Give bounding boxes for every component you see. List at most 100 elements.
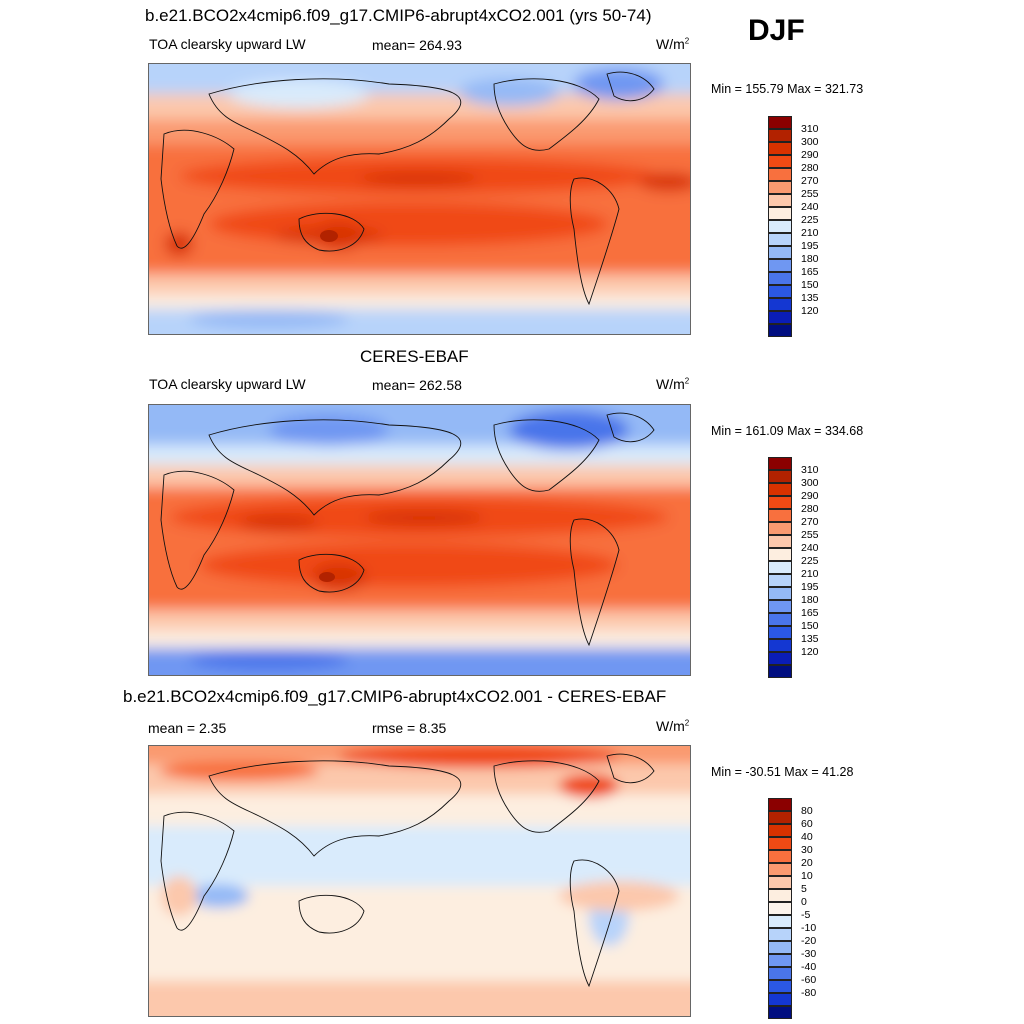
colorbar-swatch (768, 980, 792, 993)
panel-2-variable-label: TOA clearsky upward LW (149, 376, 306, 392)
colorbar-tick-label: 270 (801, 516, 819, 528)
colorbar-swatch (768, 915, 792, 928)
colorbar-swatch (768, 168, 792, 181)
colorbar-tick-label: 270 (801, 175, 819, 187)
panel-2-colorbar: 310 300 290 280 270 255 240 225 210 195 180 165 150 1… (768, 457, 819, 678)
panel-3-colorbar: 80 60 40 30 20 10 5 0 -5 -10 -20 -30 -40 -60 -80 (768, 798, 816, 1019)
colorbar-tick-label: 165 (801, 266, 819, 278)
panel-1-title: b.e21.BCO2x4cmip6.f09_g17.CMIP6-abrupt4x… (145, 6, 652, 25)
colorbar-tick-label: -80 (801, 987, 817, 999)
colorbar-swatch (768, 496, 792, 509)
colorbar-swatch (768, 639, 792, 652)
colorbar-tick-label: 120 (801, 305, 819, 317)
colorbar-tick-label: 280 (801, 162, 819, 174)
colorbar-swatch (768, 850, 792, 863)
colorbar-swatch (768, 194, 792, 207)
panel-1-mean-label: mean= 264.93 (372, 37, 462, 53)
colorbar-tick-label: -30 (801, 948, 817, 960)
colorbar-tick-label: 120 (801, 646, 819, 658)
colorbar-swatch (768, 1006, 792, 1019)
colorbar-swatch (768, 665, 792, 678)
panel-2-map (148, 404, 691, 676)
colorbar-tick-label: 195 (801, 240, 819, 252)
colorbar-swatch (768, 587, 792, 600)
colorbar-tick-label: 180 (801, 253, 819, 265)
colorbar-tick-label: -10 (801, 922, 817, 934)
colorbar-tick-label: 280 (801, 503, 819, 515)
colorbar-tick-label: 30 (801, 844, 813, 856)
colorbar-swatch (768, 889, 792, 902)
colorbar-swatch (768, 233, 792, 246)
colorbar-tick-label: 40 (801, 831, 813, 843)
colorbar-tick-label: 210 (801, 227, 819, 239)
panel-2-title: CERES-EBAF (360, 347, 469, 366)
panel-1-colorbar: 310 300 290 280 270 255 240 225 210 195 180 165 150 1… (768, 116, 819, 337)
colorbar-tick-label: 290 (801, 490, 819, 502)
colorbar-tick-label: 5 (801, 883, 807, 895)
colorbar-swatch (768, 993, 792, 1006)
colorbar-tick-label: 150 (801, 620, 819, 632)
panel-1-minmax: Min = 155.79 Max = 321.73 (711, 82, 864, 96)
colorbar-swatch (768, 509, 792, 522)
colorbar-tick-label: 240 (801, 542, 819, 554)
colorbar-swatch (768, 311, 792, 324)
colorbar-swatch (768, 561, 792, 574)
panel-3-minmax: Min = -30.51 Max = 41.28 (711, 765, 854, 779)
colorbar-swatch (768, 142, 792, 155)
colorbar-swatch (768, 863, 792, 876)
colorbar-swatch (768, 824, 792, 837)
colorbar-tick-label: -40 (801, 961, 817, 973)
colorbar-swatch (768, 548, 792, 561)
panel-2-minmax: Min = 161.09 Max = 334.68 (711, 424, 864, 438)
colorbar-swatch (768, 967, 792, 980)
colorbar-tick-label: -5 (801, 909, 811, 921)
colorbar-swatch (768, 522, 792, 535)
colorbar-swatch (768, 954, 792, 967)
colorbar-swatch (768, 298, 792, 311)
colorbar-tick-label: 135 (801, 633, 819, 645)
colorbar-swatch (768, 207, 792, 220)
colorbar-tick-label: -20 (801, 935, 817, 947)
colorbar-swatch (768, 837, 792, 850)
colorbar-tick-label: 310 (801, 123, 819, 135)
panel-1-units: W/m2 (656, 36, 690, 52)
colorbar-tick-label: 80 (801, 805, 813, 817)
panel-3-rmse-label: rmse = 8.35 (372, 720, 447, 736)
colorbar-tick-label: 135 (801, 292, 819, 304)
colorbar-tick-label: 300 (801, 477, 819, 489)
colorbar-swatch (768, 613, 792, 626)
colorbar-tick-label: 20 (801, 857, 813, 869)
panel-3-map (148, 745, 691, 1017)
colorbar-tick-label: 10 (801, 870, 813, 882)
colorbar-tick-label: 165 (801, 607, 819, 619)
colorbar-swatch (768, 129, 792, 142)
colorbar-tick-label: 255 (801, 529, 819, 541)
colorbar-swatch (768, 600, 792, 613)
colorbar-tick-label: 180 (801, 594, 819, 606)
panel-2-units: W/m2 (656, 376, 690, 392)
panel-2-mean-label: mean= 262.58 (372, 377, 462, 393)
colorbar-swatch (768, 876, 792, 889)
panel-3-title: b.e21.BCO2x4cmip6.f09_g17.CMIP6-abrupt4x… (123, 687, 667, 706)
colorbar-tick-label: 290 (801, 149, 819, 161)
colorbar-swatch (768, 272, 792, 285)
colorbar-tick-label: 255 (801, 188, 819, 200)
colorbar-swatch (768, 155, 792, 168)
colorbar-swatch (768, 181, 792, 194)
colorbar-swatch (768, 220, 792, 233)
season-label: DJF (748, 14, 805, 47)
colorbar-swatch (768, 246, 792, 259)
colorbar-tick-label: 0 (801, 896, 807, 908)
colorbar-swatch (768, 457, 792, 470)
colorbar-tick-label: -60 (801, 974, 817, 986)
colorbar-tick-label: 310 (801, 464, 819, 476)
colorbar-swatch (768, 941, 792, 954)
colorbar-swatch (768, 116, 792, 129)
colorbar-tick-label: 300 (801, 136, 819, 148)
colorbar-swatch (768, 811, 792, 824)
colorbar-swatch (768, 535, 792, 548)
colorbar-swatch (768, 652, 792, 665)
panel-3-mean-label: mean = 2.35 (148, 720, 227, 736)
colorbar-tick-label: 225 (801, 555, 819, 567)
colorbar-swatch (768, 626, 792, 639)
